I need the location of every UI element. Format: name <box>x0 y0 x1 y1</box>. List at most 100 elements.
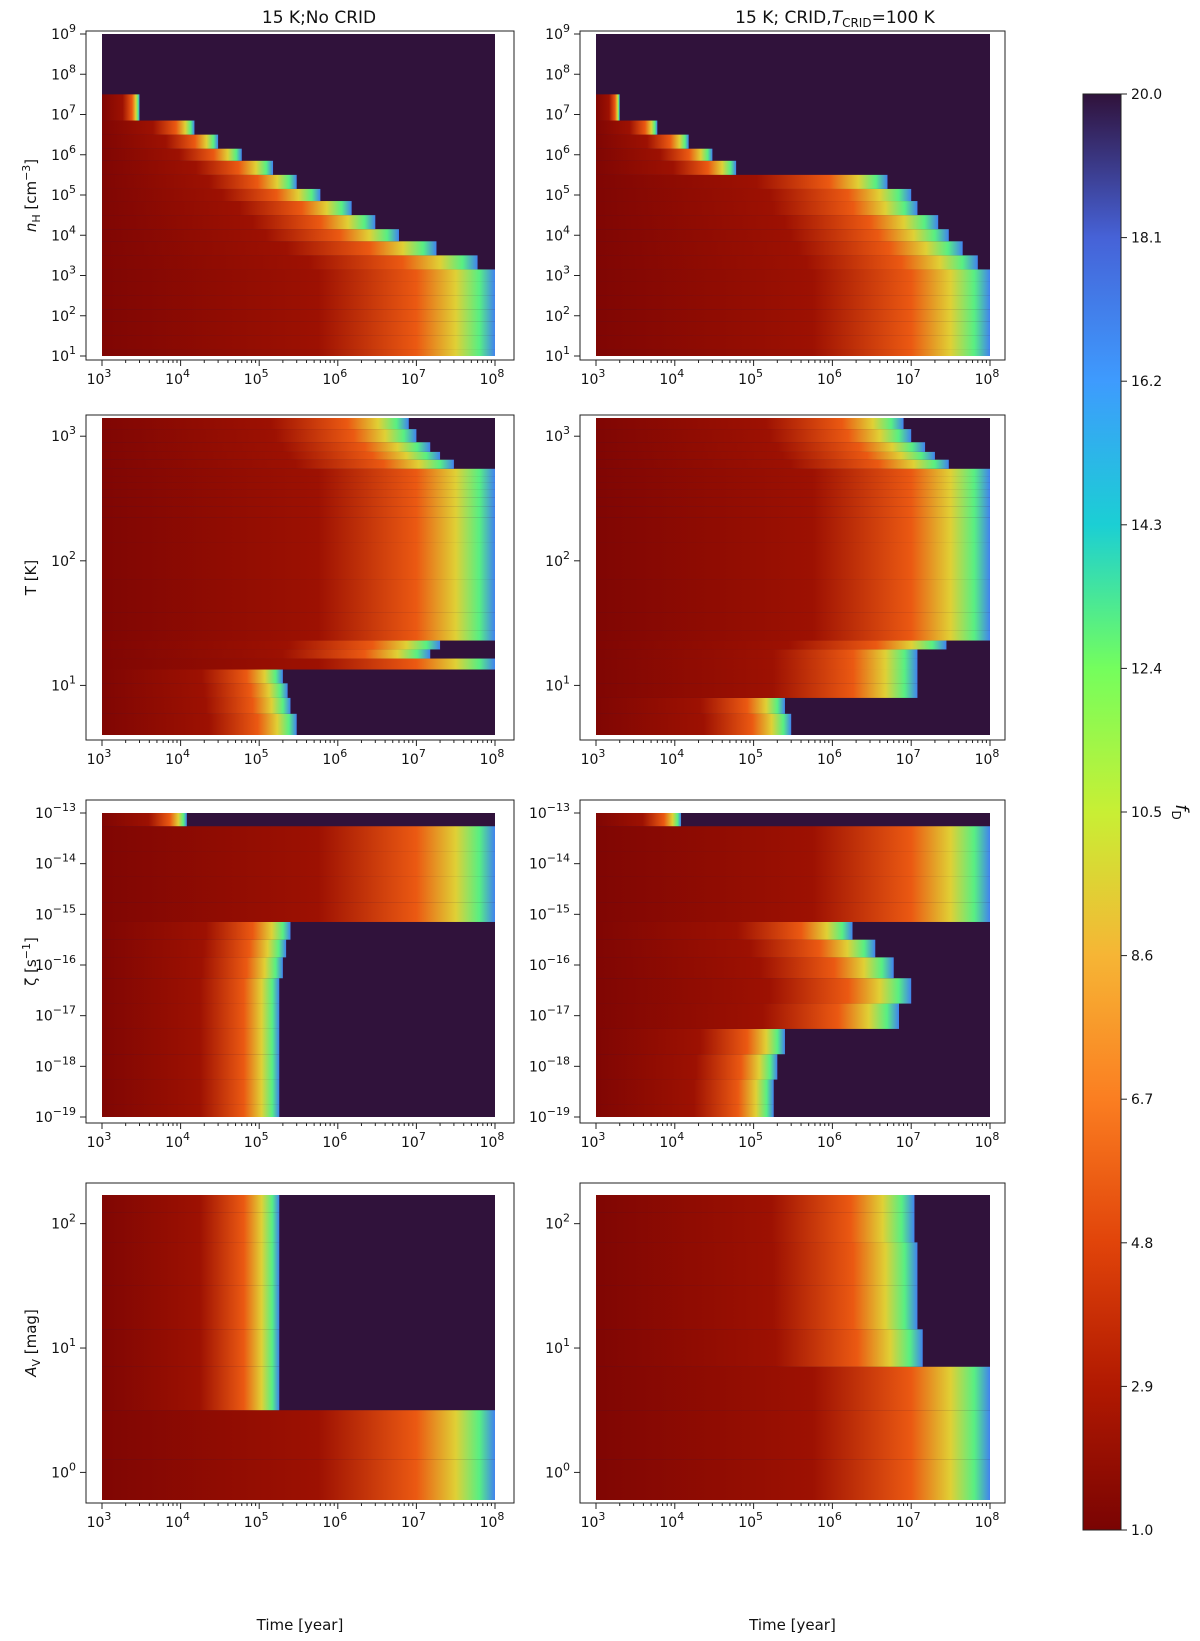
y-tick-label: 103 <box>51 264 76 285</box>
x-tick-label: 104 <box>165 747 190 768</box>
x-tick-label: 108 <box>975 367 1000 388</box>
y-tick-label: 101 <box>545 1336 570 1357</box>
heatmap-cell <box>102 451 441 460</box>
x-tick-label: 105 <box>738 1510 763 1531</box>
heatmap-cell <box>102 683 288 698</box>
column-title-left: 15 K;No CRID <box>262 8 376 28</box>
x-tick-label: 103 <box>581 1510 606 1531</box>
heatmap-cell <box>596 459 949 469</box>
y-tick-label: 108 <box>51 62 76 83</box>
heatmap-cell <box>102 640 441 650</box>
heatmap-cell <box>596 658 918 670</box>
heatmap-cell <box>596 826 990 852</box>
y-tick-label: 10−18 <box>529 1054 570 1075</box>
y-tick-label: 100 <box>545 1460 570 1481</box>
heatmap-cell <box>102 902 495 922</box>
x-tick-label: 106 <box>817 367 842 388</box>
heatmap-cell <box>102 229 399 242</box>
heatmap-cell <box>596 429 912 443</box>
heatmap-cell <box>596 1054 778 1080</box>
heatmap-cell <box>596 497 990 507</box>
heatmap-cell <box>102 1195 280 1213</box>
heatmap-cell <box>596 335 990 350</box>
heatmap-cell <box>102 658 495 670</box>
x-tick-label: 107 <box>401 367 426 388</box>
heatmap-cell <box>596 630 990 641</box>
axes-frame <box>579 1182 1006 1504</box>
heatmap-cell <box>596 476 990 483</box>
y-tick-label: 105 <box>545 183 570 204</box>
heatmap-cell <box>102 713 297 735</box>
x-tick-label: 105 <box>244 367 269 388</box>
heatmap-cell <box>102 215 376 230</box>
x-tick-label: 106 <box>817 1510 842 1531</box>
y-tick-label: 109 <box>51 22 76 43</box>
heatmap-cell <box>102 134 219 149</box>
heatmap-cell <box>102 921 291 940</box>
y-axis-label: AV [mag] <box>22 1309 43 1378</box>
heatmap-cell <box>102 418 409 430</box>
colorbar-tick-label: 8.6 <box>1131 949 1153 965</box>
heatmap-cell <box>596 451 935 460</box>
x-tick-label: 106 <box>817 1130 842 1151</box>
heatmap-cell <box>596 418 904 430</box>
colorbar-tick-label: 18.1 <box>1131 231 1162 247</box>
heatmap-cell <box>102 349 495 356</box>
heatmap-cell <box>102 335 495 350</box>
y-tick-label: 100 <box>51 1460 76 1481</box>
x-tick-label: 104 <box>659 1510 684 1531</box>
x-tick-label: 105 <box>244 1510 269 1531</box>
heatmap-cell <box>596 506 990 518</box>
heatmap-cell <box>102 160 274 175</box>
y-tick-label: 102 <box>51 304 76 325</box>
x-tick-label: 104 <box>659 367 684 388</box>
y-tick-label: 104 <box>51 223 76 244</box>
heatmap-cell <box>102 1285 280 1330</box>
heatmap-cell <box>596 349 990 356</box>
heatmap-cell <box>596 174 888 189</box>
axes-frame <box>579 414 1006 741</box>
colorbar-tick-label: 10.5 <box>1131 805 1162 821</box>
heatmap-cell <box>102 1366 280 1411</box>
heatmap-cell <box>102 94 140 121</box>
heatmap-cell <box>102 978 280 1004</box>
heatmap-cell <box>102 255 478 270</box>
y-tick-label: 101 <box>51 1336 76 1357</box>
heatmap-cell <box>596 683 918 698</box>
heatmap-cell <box>596 669 918 684</box>
y-tick-label: 106 <box>51 143 76 164</box>
heatmap-cell <box>102 429 417 443</box>
heatmap-panels: 103 104 105 106 107 1081091081071061051041031… <box>20 22 1006 1634</box>
heatmap-cell <box>102 1079 280 1105</box>
heatmap-cell <box>102 1410 495 1460</box>
heatmap-cell <box>596 517 990 543</box>
y-tick-label: 103 <box>545 424 570 445</box>
heatmap-cell <box>596 649 918 659</box>
heatmap-cell <box>102 826 495 852</box>
heatmap-cell <box>102 813 187 827</box>
y-tick-label: 106 <box>545 143 570 164</box>
panel-r1-c0: 103 104 105 106 107 108 103 102 101 T [K] <box>22 414 515 768</box>
y-axis-label: ζ [s−1] <box>20 937 40 986</box>
heatmap-cell <box>102 1459 495 1500</box>
heatmap-cell <box>596 94 620 121</box>
x-tick-label: 106 <box>322 1130 347 1151</box>
y-tick-label: 102 <box>545 549 570 570</box>
y-tick-label: 101 <box>545 344 570 365</box>
y-tick-label: 10−18 <box>35 1054 76 1075</box>
heatmap-cell <box>596 215 939 230</box>
x-tick-label: 104 <box>659 747 684 768</box>
heatmap-cell <box>102 188 321 202</box>
y-tick-label: 102 <box>51 1212 76 1233</box>
heatmap-cell <box>596 1329 923 1367</box>
colorbar-tick-label: 1.0 <box>1131 1523 1153 1539</box>
colorbar-tick-label: 2.9 <box>1131 1379 1153 1395</box>
x-tick-label: 107 <box>401 1130 426 1151</box>
colorbar: 20.018.116.214.312.410.58.66.74.82.91.0 … <box>1082 87 1192 1539</box>
colorbar-tick-label: 12.4 <box>1131 661 1162 677</box>
heatmap-cell <box>102 442 431 452</box>
y-tick-label: 109 <box>545 22 570 43</box>
y-tick-label: 10−15 <box>529 902 570 923</box>
heatmap-cell <box>596 482 990 490</box>
heatmap-cell <box>102 1003 280 1029</box>
